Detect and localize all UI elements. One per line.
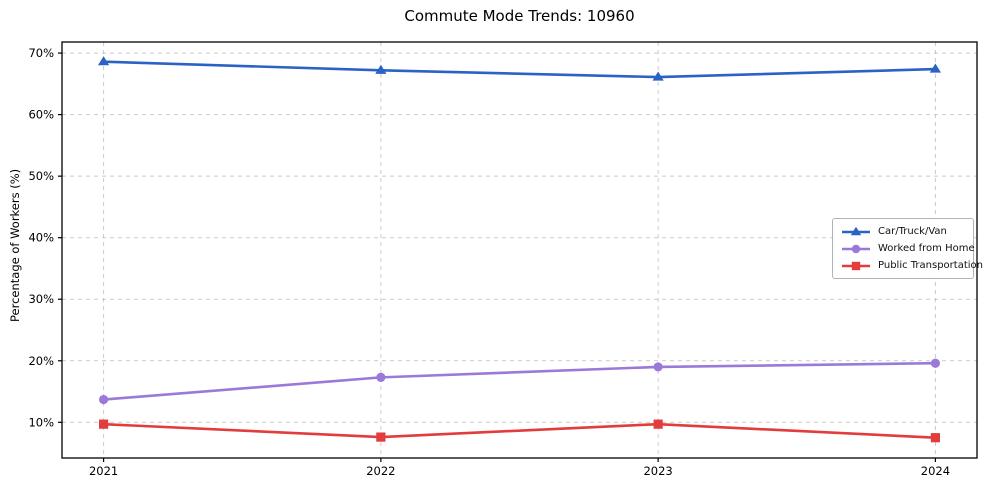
x-tick-label: 2021 — [89, 464, 118, 478]
y-tick-label: 20% — [28, 354, 54, 368]
x-tick-label: 2022 — [366, 464, 395, 478]
legend-square-sample — [842, 261, 870, 270]
circle-marker — [98, 394, 109, 405]
series-line-worked-from-home — [102, 361, 937, 401]
legend-entry-public-transportation: Public Transportation — [841, 259, 983, 272]
triangle-marker — [652, 71, 664, 81]
y-tick-label: 70% — [28, 46, 54, 60]
legend-entry-worked-from-home: Worked from Home — [841, 242, 975, 255]
circle-marker — [376, 372, 386, 382]
legend-triangle-sample — [842, 226, 870, 235]
triangle-marker — [929, 63, 942, 73]
x-tick-label: 2024 — [921, 464, 950, 478]
y-tick-label: 30% — [28, 292, 54, 306]
triangle-marker — [850, 226, 862, 235]
legend-circle-sample — [842, 244, 870, 253]
legend-entry-car-truck-van: Car/Truck/Van — [841, 225, 965, 238]
square-marker — [376, 432, 386, 442]
square-marker — [98, 419, 109, 429]
circle-marker — [653, 362, 663, 372]
circle-marker — [930, 358, 941, 368]
y-tick-label: 10% — [28, 415, 54, 429]
square-marker — [851, 261, 861, 270]
chart-title: Commute Mode Trends: 10960 — [404, 7, 635, 25]
circle-marker — [851, 244, 861, 253]
series-line-public-transportation — [102, 422, 937, 439]
triangle-marker — [97, 56, 110, 66]
plot-border — [61, 41, 978, 459]
square-marker — [653, 419, 663, 429]
square-marker — [930, 433, 941, 443]
series-line-car-truck-van — [102, 60, 937, 79]
y-tick-label: 40% — [28, 231, 54, 245]
y-tick-label: 50% — [28, 169, 54, 183]
legend: Car/Truck/Van Worked from Home Public Tran… — [832, 218, 983, 279]
legend-label: Worked from Home — [878, 243, 975, 254]
x-tick-label: 2023 — [643, 464, 672, 478]
y-tick-label: 60% — [28, 108, 54, 122]
legend-label: Car/Truck/Van — [878, 226, 947, 237]
triangle-marker — [375, 64, 387, 74]
legend-label: Public Transportation — [878, 260, 983, 271]
